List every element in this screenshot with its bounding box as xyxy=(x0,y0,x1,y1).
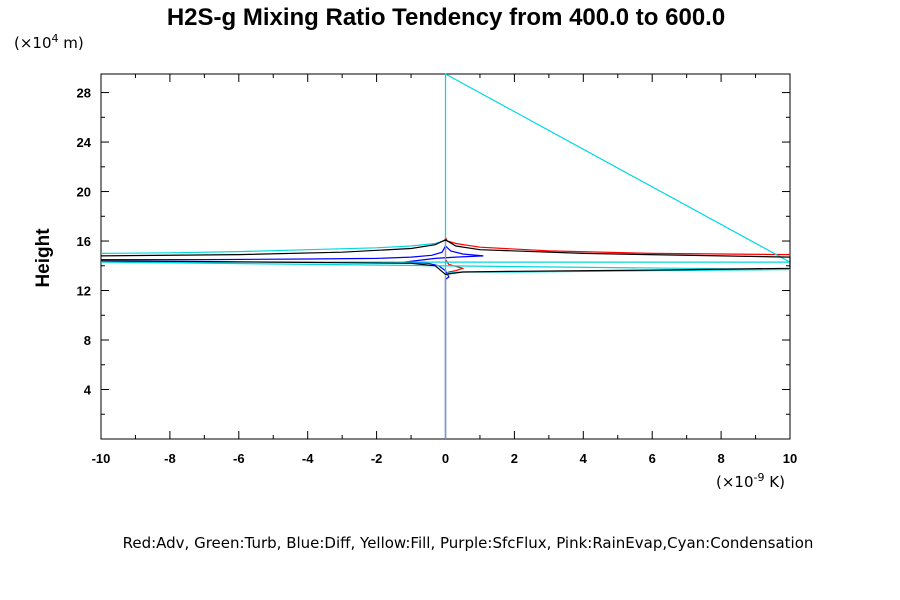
x-tick-label: 10 xyxy=(783,451,797,466)
series-line-total xyxy=(100,239,791,276)
y-tick-label: 24 xyxy=(77,135,92,150)
x-tick-label: -8 xyxy=(164,451,176,466)
y-axis-label: Height xyxy=(33,228,54,288)
x-tick-label: -10 xyxy=(92,451,111,466)
x-axis-unit: (×10-9 K) xyxy=(716,471,785,491)
x-tick-label: 4 xyxy=(580,451,588,466)
x-tick-label: 8 xyxy=(717,451,724,466)
series-layer xyxy=(100,72,791,439)
y-tick-label: 12 xyxy=(77,284,91,299)
series-line-diff xyxy=(101,245,484,439)
x-tick-label: 2 xyxy=(511,451,518,466)
y-tick-label: 4 xyxy=(84,383,92,398)
y-tick-label: 16 xyxy=(77,234,91,249)
legend-text: Red:Adv, Green:Turb, Blue:Diff, Yellow:F… xyxy=(123,534,814,552)
y-tick-label: 28 xyxy=(77,86,91,101)
y-axis-unit: (×104 m) xyxy=(14,32,84,52)
series-line-condensation xyxy=(100,72,791,439)
x-tick-label: -6 xyxy=(233,451,245,466)
y-tick-label: 8 xyxy=(84,333,91,348)
x-tick-label: 6 xyxy=(649,451,656,466)
x-tick-label: 0 xyxy=(442,451,449,466)
x-tick-label: -4 xyxy=(302,451,314,466)
chart-title: H2S-g Mixing Ratio Tendency from 400.0 t… xyxy=(167,4,725,31)
x-tick-label: -2 xyxy=(371,451,383,466)
y-tick-label: 20 xyxy=(77,185,91,200)
